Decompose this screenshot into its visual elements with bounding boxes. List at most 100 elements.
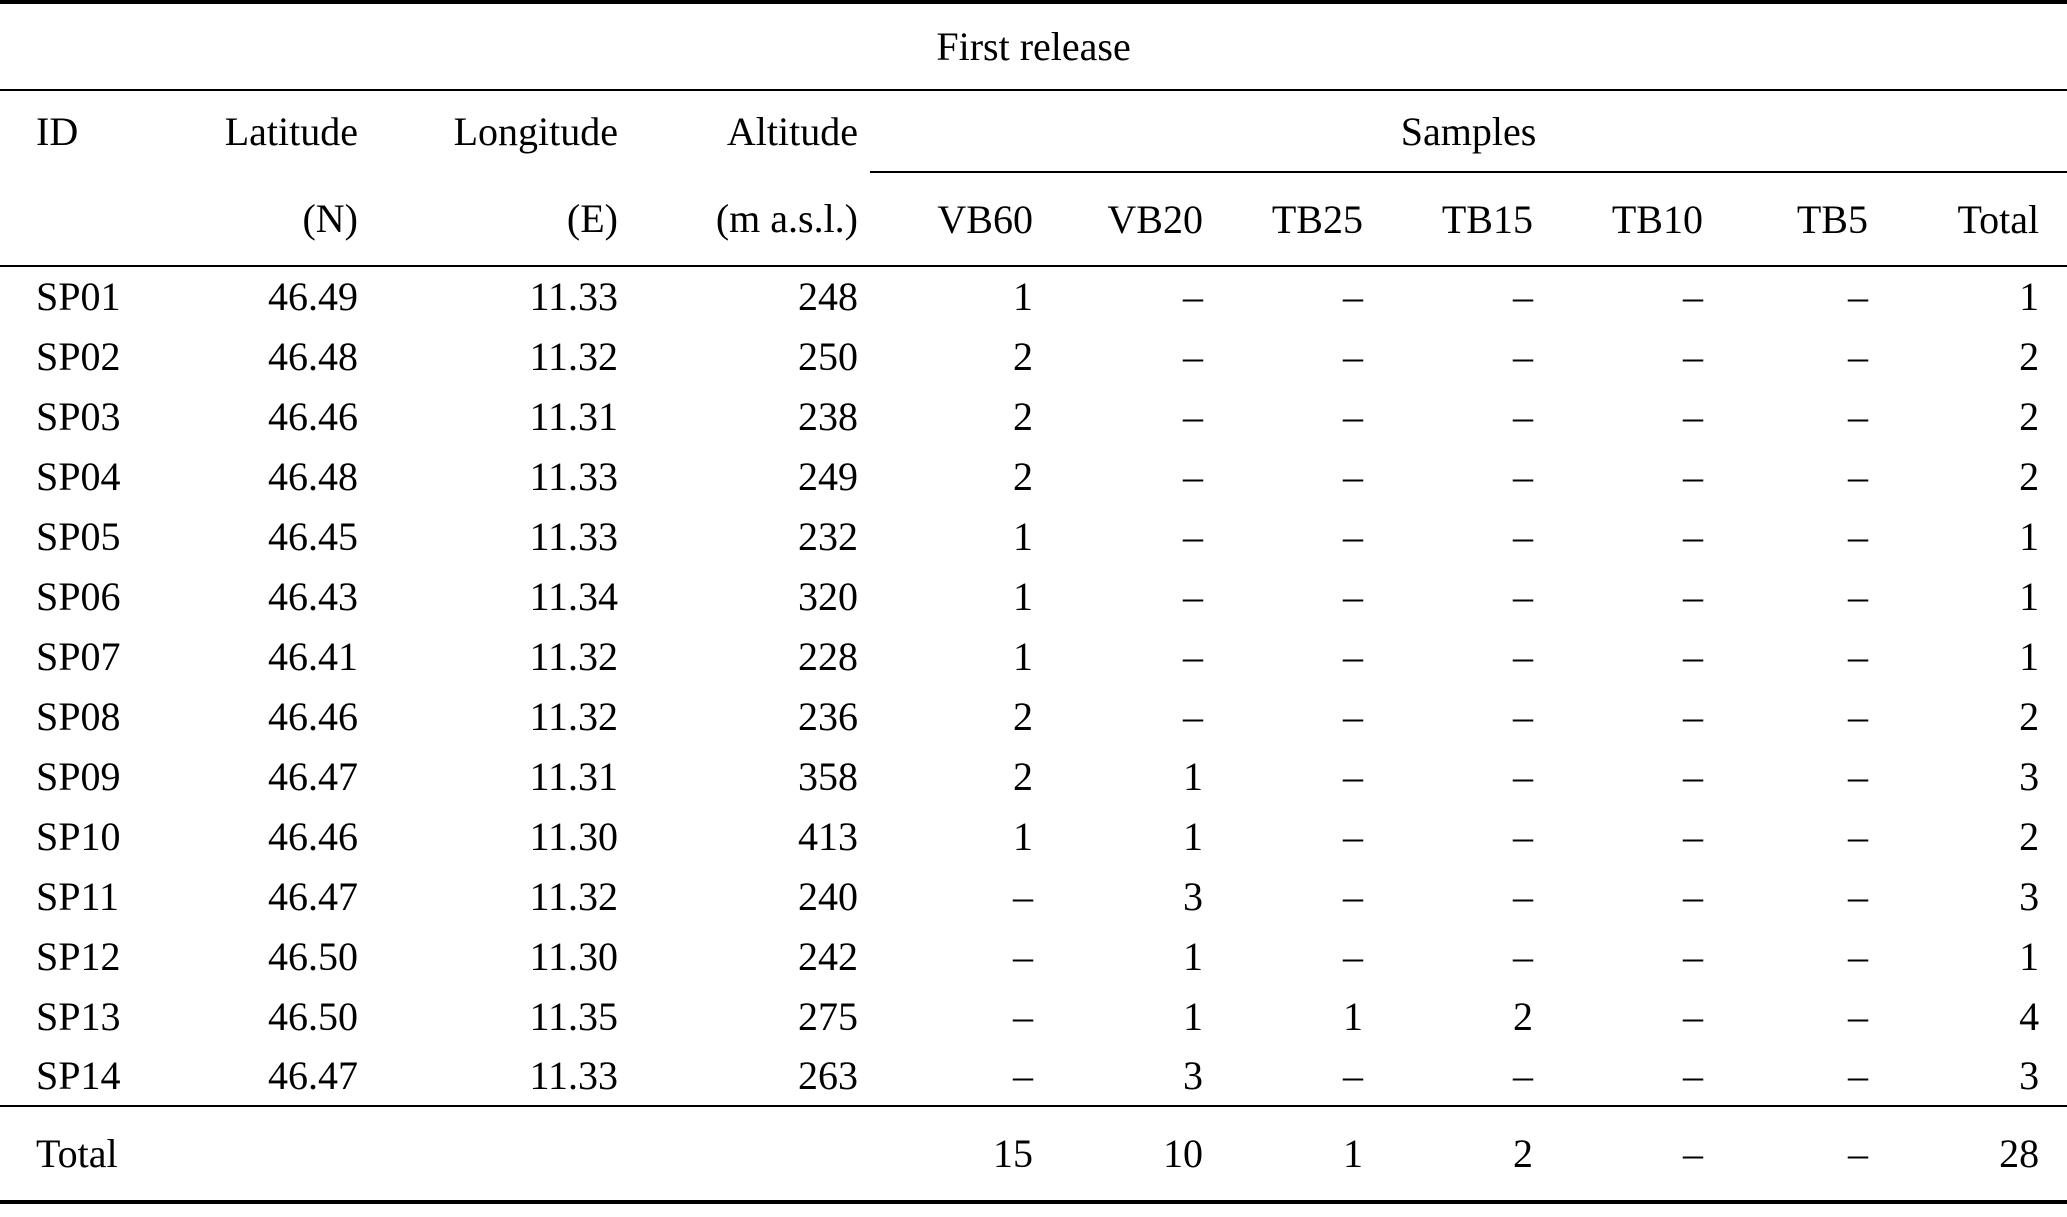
row-sample-value: 1 bbox=[1183, 813, 1203, 859]
row-id: SP03 bbox=[36, 393, 121, 439]
table-row: SP13 46.50 11.35 275 – 1 1 2 – – 4 bbox=[0, 986, 2067, 1046]
row-sample-value: – bbox=[1683, 453, 1703, 499]
row-altitude: 249 bbox=[798, 453, 858, 499]
row-sample-value: – bbox=[1513, 633, 1533, 679]
row-sample-value: 3 bbox=[2019, 753, 2040, 799]
row-sample-value: 2 bbox=[1013, 393, 1033, 439]
total-row: Total 15 10 1 2 – – 28 bbox=[0, 1106, 2067, 1202]
row-sample-value: – bbox=[1375, 1046, 1545, 1107]
row-sample-value: – bbox=[1848, 333, 1868, 379]
row-id: SP05 bbox=[36, 513, 121, 559]
row-altitude: 358 bbox=[798, 753, 858, 799]
row-sample-value: – bbox=[1343, 693, 1363, 739]
row-sample-value: – bbox=[1343, 453, 1363, 499]
row-sample-value: – bbox=[1848, 633, 1868, 679]
row-sample-value: – bbox=[1183, 573, 1203, 619]
row-longitude: 11.31 bbox=[529, 393, 618, 439]
total-total: 28 bbox=[1999, 1131, 2040, 1176]
row-sample-value: – bbox=[1343, 573, 1363, 619]
table-row: SP09 46.47 11.31 358 2 1 – – – – 3 bbox=[0, 746, 2067, 806]
row-sample-value: – bbox=[1513, 513, 1533, 559]
header-altitude-unit: (m a.s.l.) bbox=[630, 172, 870, 267]
row-sample-value: – bbox=[1183, 333, 1203, 379]
table-row: SP07 46.41 11.32 228 1 – – – – – 1 bbox=[0, 626, 2067, 686]
header-sample-vb20: VB20 bbox=[1045, 172, 1215, 267]
header-id-spacer bbox=[0, 172, 170, 267]
row-sample-value: 2 bbox=[2019, 393, 2040, 439]
row-latitude: 46.41 bbox=[268, 633, 358, 679]
row-latitude: 46.46 bbox=[268, 813, 358, 859]
row-sample-value: – bbox=[1848, 693, 1868, 739]
row-sample-value: – bbox=[1683, 993, 1703, 1039]
row-longitude: 11.33 bbox=[370, 1046, 630, 1107]
row-sample-value: 1 bbox=[1013, 633, 1033, 679]
row-sample-value: – bbox=[1683, 873, 1703, 919]
row-longitude: 11.35 bbox=[529, 993, 618, 1039]
row-altitude: 240 bbox=[798, 873, 858, 919]
row-sample-value: 2 bbox=[1513, 993, 1533, 1039]
table-row: SP12 46.50 11.30 242 – 1 – – – – 1 bbox=[0, 926, 2067, 986]
total-vb20: 10 bbox=[1163, 1131, 1203, 1176]
row-sample-value: 1 bbox=[1013, 274, 1033, 319]
row-id: SP12 bbox=[36, 933, 121, 979]
row-sample-value: 1 bbox=[2019, 513, 2040, 559]
row-sample-value: – bbox=[1683, 274, 1703, 319]
row-sample-value: – bbox=[1343, 393, 1363, 439]
row-sample-value: – bbox=[870, 1046, 1045, 1107]
total-tb5: – bbox=[1848, 1131, 1868, 1176]
row-sample-value: – bbox=[1343, 753, 1363, 799]
table-row: SP05 46.45 11.33 232 1 – – – – – 1 bbox=[0, 506, 2067, 566]
row-longitude: 11.30 bbox=[529, 813, 618, 859]
row-sample-value: – bbox=[1848, 453, 1868, 499]
row-sample-value: 1 bbox=[2019, 933, 2040, 979]
header-row-2: (N) (E) (m a.s.l.) VB60 VB20 TB25 TB15 T… bbox=[0, 172, 2067, 267]
row-altitude: 275 bbox=[798, 993, 858, 1039]
row-sample-value: – bbox=[1848, 513, 1868, 559]
row-sample-value: – bbox=[1683, 633, 1703, 679]
row-id: SP07 bbox=[36, 633, 121, 679]
table-title-row: First release bbox=[0, 2, 2067, 91]
row-sample-value: 2 bbox=[2019, 813, 2040, 859]
row-sample-value: – bbox=[1183, 513, 1203, 559]
row-sample-value: – bbox=[1848, 873, 1868, 919]
row-sample-value: 1 bbox=[1183, 933, 1203, 979]
row-sample-value: – bbox=[1513, 333, 1533, 379]
row-sample-value: – bbox=[1513, 393, 1533, 439]
row-sample-value: – bbox=[1513, 573, 1533, 619]
row-latitude: 46.43 bbox=[268, 573, 358, 619]
total-tb25: 1 bbox=[1343, 1131, 1363, 1176]
row-sample-value: – bbox=[1013, 933, 1033, 979]
table-row: SP10 46.46 11.30 413 1 1 – – – – 2 bbox=[0, 806, 2067, 866]
row-sample-value: – bbox=[1848, 933, 1868, 979]
row-sample-value: – bbox=[1848, 753, 1868, 799]
table-row: SP03 46.46 11.31 238 2 – – – – – 2 bbox=[0, 386, 2067, 446]
row-sample-value: 2 bbox=[2019, 333, 2040, 379]
row-sample-value: 2 bbox=[1013, 693, 1033, 739]
row-sample-value: 1 bbox=[1183, 753, 1203, 799]
row-sample-value: – bbox=[1683, 393, 1703, 439]
row-sample-value: – bbox=[1513, 693, 1533, 739]
table-row: SP08 46.46 11.32 236 2 – – – – – 2 bbox=[0, 686, 2067, 746]
row-sample-value: 1 bbox=[1343, 993, 1363, 1039]
row-longitude: 11.33 bbox=[529, 453, 618, 499]
row-sample-value: – bbox=[1513, 753, 1533, 799]
row-sample-value: 2 bbox=[1013, 333, 1033, 379]
row-sample-value: 1 bbox=[2019, 274, 2040, 319]
row-sample-value: – bbox=[1513, 813, 1533, 859]
row-longitude: 11.31 bbox=[529, 753, 618, 799]
row-altitude: 232 bbox=[798, 513, 858, 559]
total-vb60: 15 bbox=[993, 1131, 1033, 1176]
row-longitude: 11.32 bbox=[529, 873, 618, 919]
row-sample-value: – bbox=[1513, 873, 1533, 919]
header-id: ID bbox=[36, 109, 79, 154]
total-latitude-empty bbox=[170, 1106, 370, 1202]
row-longitude: 11.33 bbox=[529, 513, 618, 559]
table-row: SP14 46.47 11.33 263–3– – – –3 bbox=[0, 1046, 2067, 1107]
row-altitude: 320 bbox=[798, 573, 858, 619]
row-sample-value: – bbox=[1545, 1046, 1715, 1107]
table-row: SP06 46.43 11.34 320 1 – – – – – 1 bbox=[0, 566, 2067, 626]
row-sample-value: – bbox=[1343, 274, 1363, 319]
row-sample-value: – bbox=[1683, 693, 1703, 739]
row-sample-value: 2 bbox=[2019, 453, 2040, 499]
row-latitude: 46.46 bbox=[268, 393, 358, 439]
